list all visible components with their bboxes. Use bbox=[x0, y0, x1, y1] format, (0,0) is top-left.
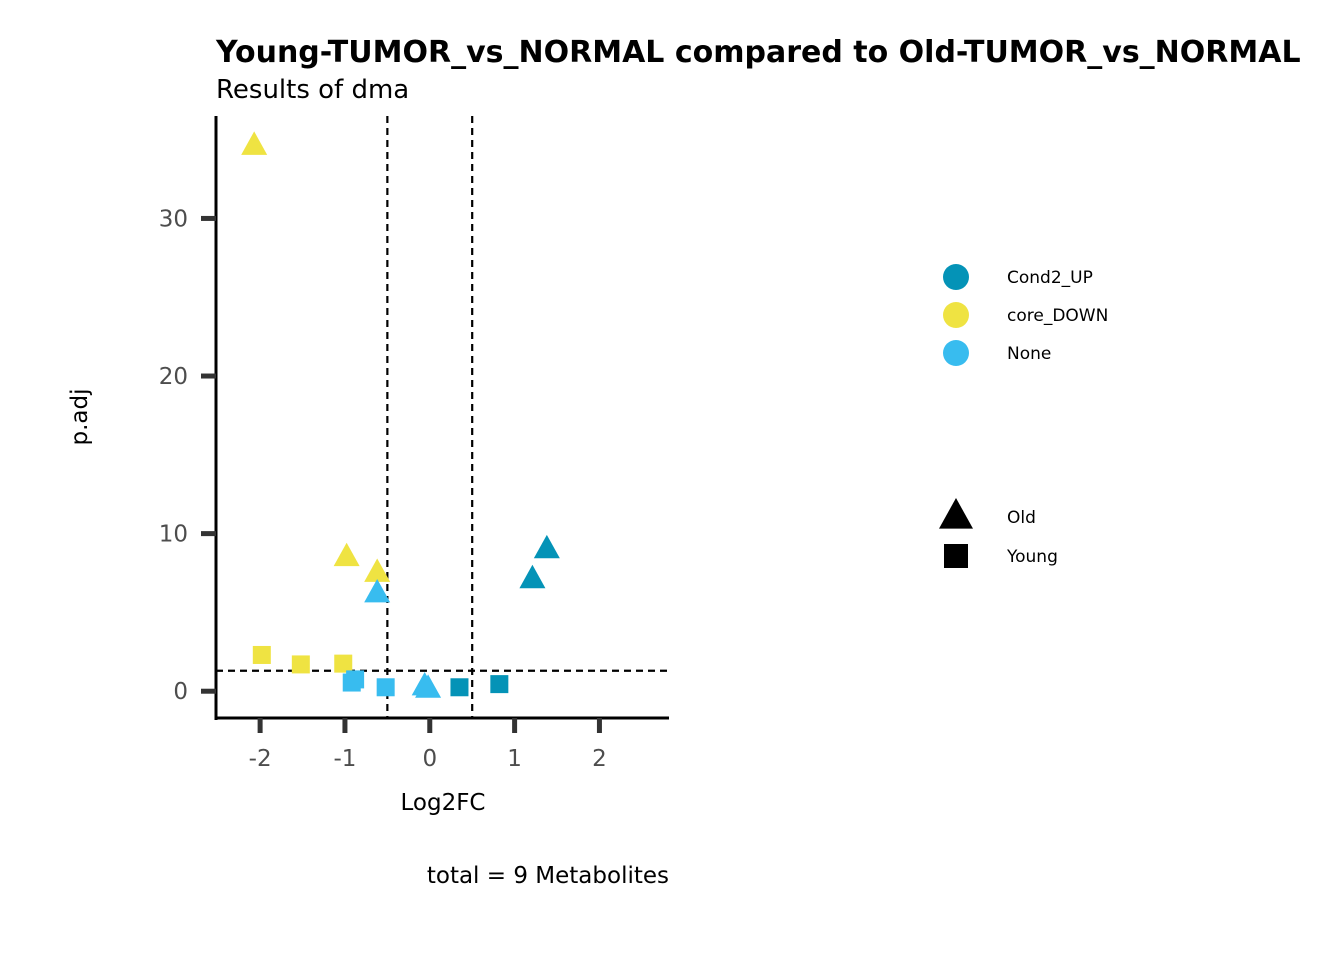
x-tick-label: -2 bbox=[249, 746, 272, 772]
data-point-3 bbox=[364, 558, 391, 582]
chart-caption: total = 9 Metabolites bbox=[427, 863, 669, 889]
legend-shape-label: Old bbox=[1007, 508, 1036, 528]
y-tick-label: 0 bbox=[173, 679, 188, 705]
legend-shape-key-Young bbox=[944, 544, 968, 568]
data-point-8 bbox=[533, 534, 560, 559]
y-tick-label: 30 bbox=[159, 206, 188, 232]
legend-color-key-Cond2_UP bbox=[943, 264, 969, 290]
data-point-15 bbox=[450, 678, 469, 697]
threshold-lines bbox=[216, 116, 669, 718]
data-point-16 bbox=[490, 675, 509, 694]
data-point-11 bbox=[334, 654, 353, 673]
y-tick-label: 20 bbox=[159, 364, 188, 390]
data-point-6 bbox=[415, 674, 442, 698]
legend-color-key-None bbox=[943, 340, 969, 366]
data-point-7 bbox=[519, 564, 546, 589]
color-legend: Cond2_UP core_DOWN None bbox=[943, 264, 1108, 366]
x-tick-label: -1 bbox=[333, 746, 356, 772]
x-tick-label: 0 bbox=[422, 746, 437, 772]
x-tick-label: 2 bbox=[592, 746, 607, 772]
x-axis-label: Log2FC bbox=[400, 790, 485, 816]
legend-color-label: core_DOWN bbox=[1007, 306, 1108, 326]
x-tick-label: 1 bbox=[507, 746, 522, 772]
data-point-2 bbox=[333, 542, 360, 567]
data-point-13 bbox=[346, 670, 365, 689]
legend-shape-key-Old bbox=[939, 498, 973, 529]
legend-color-label: None bbox=[1007, 344, 1051, 364]
legend-color-key-core_DOWN bbox=[943, 302, 969, 328]
legend-color-label: Cond2_UP bbox=[1007, 268, 1093, 288]
data-point-4 bbox=[364, 578, 391, 603]
data-point-1 bbox=[241, 131, 268, 155]
data-points bbox=[241, 131, 560, 698]
y-tick-label: 10 bbox=[159, 522, 188, 548]
data-point-10 bbox=[291, 655, 310, 674]
data-point-14 bbox=[376, 678, 395, 697]
chart-subtitle: Results of dma bbox=[216, 75, 409, 105]
shape-legend: Old Young bbox=[939, 498, 1058, 568]
y-axis-label: p.adj bbox=[67, 389, 93, 446]
legend-shape-label: Young bbox=[1006, 547, 1058, 567]
data-point-9 bbox=[252, 645, 271, 664]
axes bbox=[214, 116, 669, 720]
chart-title: Young-TUMOR_vs_NORMAL compared to Old-TU… bbox=[215, 35, 1301, 70]
